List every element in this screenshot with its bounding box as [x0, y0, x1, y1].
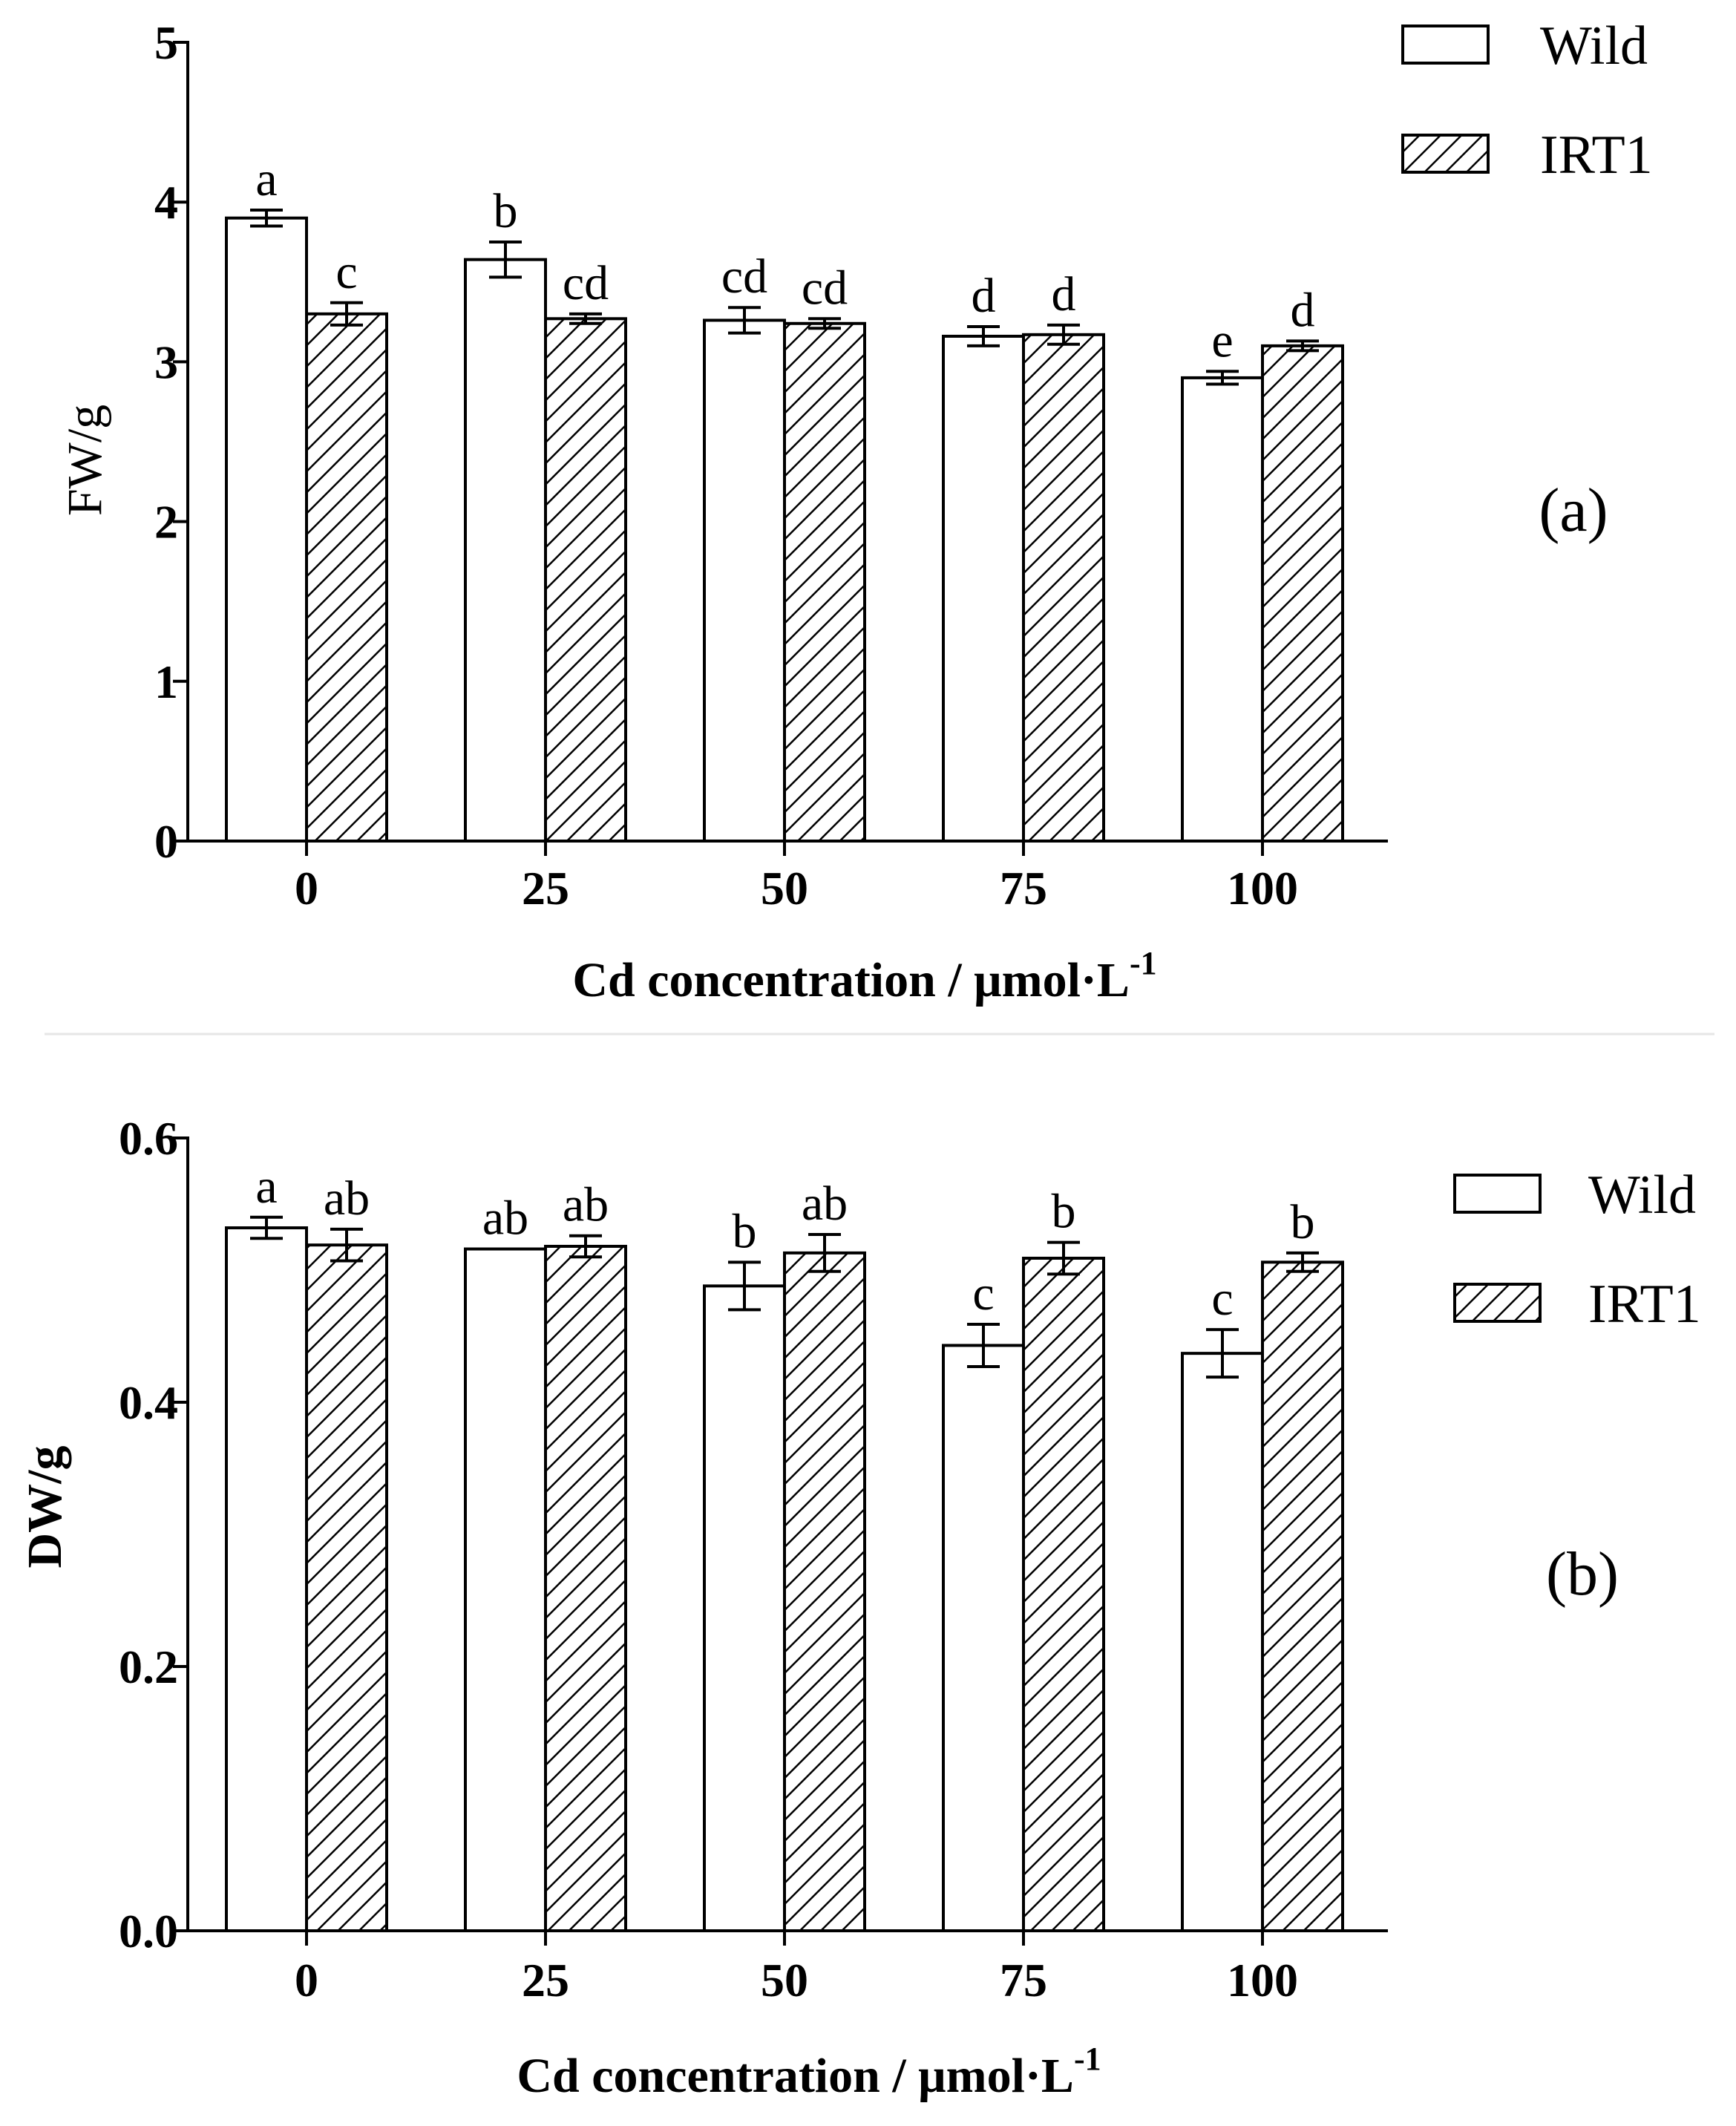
bar-irt1	[544, 317, 627, 843]
significance-letter: c	[335, 245, 357, 299]
y-tick-label: 0.2	[119, 1641, 178, 1693]
x-tick-label: 0	[295, 862, 318, 915]
y-tick-label: 0.6	[119, 1112, 178, 1165]
x-axis-title-superscript: -1	[1074, 2041, 1101, 2077]
bar-irt1	[305, 312, 388, 843]
bar-wild	[464, 258, 547, 843]
significance-letter: d	[1291, 283, 1315, 337]
legend-label: Wild	[1540, 16, 1648, 76]
legend-label: IRT1	[1588, 1274, 1701, 1335]
significance-letter: ab	[324, 1171, 370, 1226]
legend-label: Wild	[1588, 1165, 1696, 1226]
y-tick-label: 3	[154, 336, 178, 388]
significance-letter: b	[1052, 1185, 1076, 1239]
bar-wild	[703, 318, 786, 843]
x-tick-label: 100	[1227, 1954, 1298, 2006]
legend-swatch-wild	[1453, 1174, 1542, 1214]
y-tick-label: 0	[154, 815, 178, 868]
panel-label: (a)	[1539, 476, 1608, 545]
bar-irt1	[1022, 333, 1105, 843]
bar-wild	[942, 334, 1025, 843]
significance-letter: cd	[721, 249, 767, 304]
significance-letter: cd	[802, 261, 848, 315]
x-axis-title: Cd concentration / μmol·L-1	[517, 2041, 1101, 2103]
bar-wild	[225, 1226, 308, 1933]
y-tick-label: 0.0	[119, 1905, 178, 1957]
y-tick-label: 5	[154, 16, 178, 69]
x-tick-label: 100	[1227, 862, 1298, 915]
y-tick-label: 0.4	[119, 1376, 178, 1429]
significance-letter: a	[255, 1160, 277, 1214]
bar-irt1	[305, 1243, 388, 1933]
bar-irt1	[544, 1244, 627, 1932]
bar-wild	[225, 216, 308, 843]
x-tick-label: 50	[761, 1954, 808, 2006]
y-axis-title: FW/g	[58, 405, 112, 516]
bar-wild	[1181, 376, 1264, 843]
y-tick-label: 1	[154, 655, 178, 708]
significance-letter: b	[733, 1204, 757, 1258]
bar-irt1	[783, 321, 866, 843]
x-axis-title-superscript: -1	[1130, 945, 1157, 981]
significance-letter: cd	[563, 256, 609, 310]
significance-letter: b	[494, 184, 518, 238]
significance-letter: a	[255, 152, 277, 206]
bar-irt1	[1022, 1256, 1105, 1932]
y-tick-label: 4	[154, 176, 178, 229]
legend-swatch-irt1	[1453, 1283, 1542, 1323]
significance-letter: d	[1052, 267, 1076, 321]
panel-label: (b)	[1546, 1540, 1619, 1609]
bar-wild	[942, 1344, 1025, 1932]
significance-letter: ab	[802, 1177, 848, 1231]
x-tick-label: 25	[522, 1954, 569, 2006]
bar-irt1	[1261, 1260, 1344, 1932]
y-axis-title: DW/g	[18, 1446, 72, 1569]
legend-swatch-wild	[1401, 24, 1490, 65]
bar-wild	[1181, 1352, 1264, 1932]
legend-label: IRT1	[1540, 125, 1653, 186]
bar-wild	[464, 1247, 547, 1932]
bar-irt1	[783, 1251, 866, 1932]
significance-letter: c	[972, 1266, 994, 1321]
x-tick-label: 25	[522, 862, 569, 915]
significance-letter: b	[1291, 1195, 1315, 1249]
significance-letter: d	[972, 269, 996, 323]
x-tick-label: 0	[295, 1954, 318, 2006]
significance-letter: c	[1211, 1272, 1233, 1326]
y-tick-label: 2	[154, 496, 178, 549]
significance-letter: ab	[563, 1178, 609, 1232]
bar-irt1	[1261, 344, 1344, 843]
x-axis-title: Cd concentration / μmol·L-1	[572, 945, 1156, 1007]
x-axis-title-main: Cd concentration / μmol·L	[572, 953, 1130, 1007]
x-tick-label: 75	[1000, 862, 1047, 915]
significance-letter: e	[1211, 313, 1233, 367]
bar-wild	[703, 1284, 786, 1932]
x-tick-label: 75	[1000, 1954, 1047, 2006]
x-tick-label: 50	[761, 862, 808, 915]
x-axis-title-main: Cd concentration / μmol·L	[517, 2049, 1074, 2103]
legend-swatch-irt1	[1401, 134, 1490, 174]
significance-letter: ab	[482, 1191, 528, 1246]
